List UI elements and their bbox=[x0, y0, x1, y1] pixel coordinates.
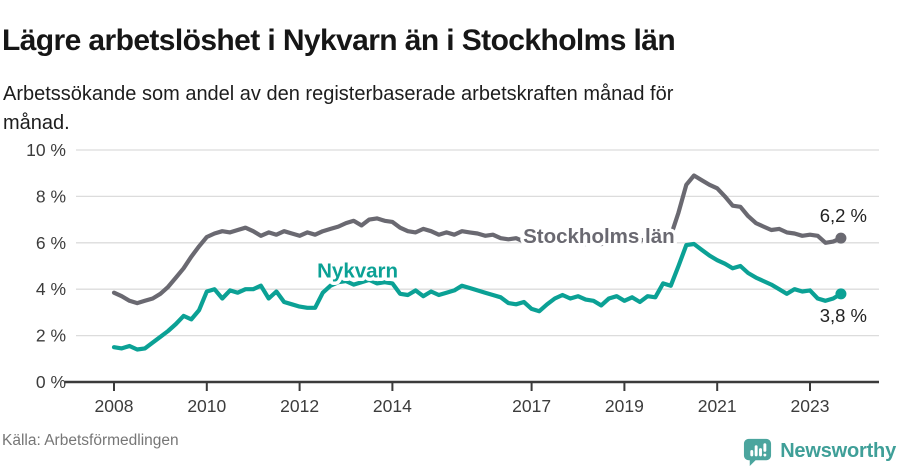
y-axis-tick-label: 2 % bbox=[36, 326, 66, 346]
series-end-dot-nykvarn bbox=[835, 288, 847, 300]
x-axis-tick-label: 2019 bbox=[605, 396, 644, 416]
series-end-value-stockholm: 6,2 % bbox=[820, 205, 867, 226]
series-end-value-nykvarn: 3,8 % bbox=[820, 305, 867, 326]
newsworthy-brand: Newsworthy bbox=[742, 436, 896, 467]
x-axis-tick-label: 2012 bbox=[280, 396, 319, 416]
y-axis-tick-label: 4 % bbox=[36, 279, 66, 299]
series-line-stockholm bbox=[111, 173, 844, 306]
source-note: Källa: Arbetsförmedlingen bbox=[2, 431, 179, 449]
series-line-nykvarn bbox=[111, 241, 844, 352]
page-title: Lägre arbetslöshet i Nykvarn än i Stockh… bbox=[2, 24, 676, 58]
series-end-dot-stockholm bbox=[835, 232, 847, 244]
x-axis-tick-label: 2008 bbox=[95, 396, 134, 416]
x-axis-tick-label: 2017 bbox=[512, 396, 551, 416]
y-axis-tick-label: 0 % bbox=[36, 372, 66, 392]
y-axis-tick-label: 8 % bbox=[36, 186, 66, 206]
x-axis-tick-label: 2023 bbox=[791, 396, 830, 416]
x-axis-tick-label: 2014 bbox=[373, 396, 412, 416]
y-axis-tick-label: 6 % bbox=[36, 233, 66, 253]
series-label-nykvarn: Nykvarn bbox=[317, 260, 398, 283]
chart-subtitle: Arbetssökande som andel av den registerb… bbox=[3, 83, 674, 134]
newsworthy-speech-bubble-barchart-icon bbox=[744, 438, 772, 467]
newsworthy-wordmark: Newsworthy bbox=[780, 440, 896, 462]
series-label-stockholm: Stockholms län bbox=[523, 225, 675, 248]
y-axis-tick-label: 10 % bbox=[26, 140, 66, 160]
x-axis-tick-label: 2010 bbox=[187, 396, 226, 416]
x-axis-tick-label: 2021 bbox=[698, 396, 737, 416]
